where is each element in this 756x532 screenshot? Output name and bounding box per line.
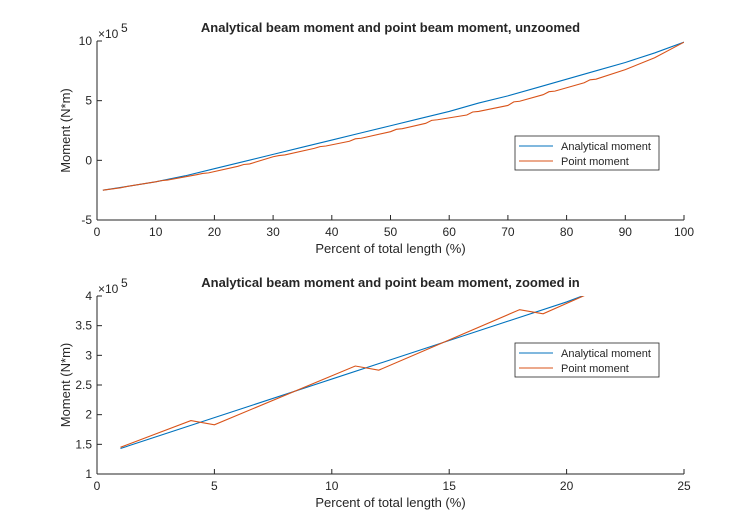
x-tick-label: 5 [211,479,218,493]
y-tick-label: 4 [85,289,92,303]
legend-box [514,135,660,171]
y-exponent-base: ×10 [98,282,119,296]
x-tick-label: 40 [325,225,339,239]
x-tick-label: 10 [149,225,163,239]
x-tick-label: 70 [501,225,515,239]
x-axis-label: Percent of total length (%) [315,241,465,256]
series-line-analytical-moment [120,296,584,450]
y-exponent-power: 5 [121,21,128,35]
x-tick-label: 0 [94,225,101,239]
y-tick-label: 3 [85,348,92,362]
y-axis-label: Moment (N*m) [58,343,73,428]
y-tick-label: 1.5 [75,437,92,451]
x-tick-label: 20 [208,225,222,239]
y-exponent-power: 5 [121,276,128,290]
legend-entry: Analytical moment [561,348,651,360]
x-tick-label: 80 [560,225,574,239]
x-tick-label: 60 [443,225,457,239]
legend: Analytical moment Point moment [514,135,660,171]
y-tick-label: 2 [85,408,92,422]
x-tick-label: 15 [443,479,457,493]
series-line-point-moment [102,41,684,191]
x-tick-label: 20 [560,479,574,493]
y-tick-label: 1 [85,467,92,481]
x-tick-label: 0 [94,479,101,493]
x-tick-label: 50 [384,225,398,239]
series-line-point-moment [120,296,585,448]
y-tick-label: -5 [81,213,92,227]
x-tick-label: 25 [677,479,691,493]
y-tick-label: 0 [85,153,92,167]
x-tick-label: 100 [674,225,694,239]
x-tick-label: 10 [325,479,339,493]
x-tick-label: 90 [619,225,633,239]
y-exponent-base: ×10 [98,27,119,41]
y-tick-label: 5 [85,94,92,108]
y-tick-label: 3.5 [75,319,92,333]
chart-title: Analytical beam moment and point beam mo… [201,275,580,290]
legend-box [514,342,660,378]
y-axis-label: Moment (N*m) [58,88,73,173]
legend-entry: Point moment [561,363,629,375]
legend-entry: Point moment [561,156,629,168]
series-line-analytical-moment [102,41,684,191]
legend: Analytical moment Point moment [514,342,660,378]
y-tick-label: 10 [79,34,93,48]
chart-title: Analytical beam moment and point beam mo… [201,20,580,35]
y-tick-label: 2.5 [75,378,92,392]
plot-area [97,296,684,474]
x-axis-label: Percent of total length (%) [315,495,465,510]
x-tick-label: 30 [266,225,280,239]
plot-area [97,41,684,220]
legend-entry: Analytical moment [561,141,651,153]
